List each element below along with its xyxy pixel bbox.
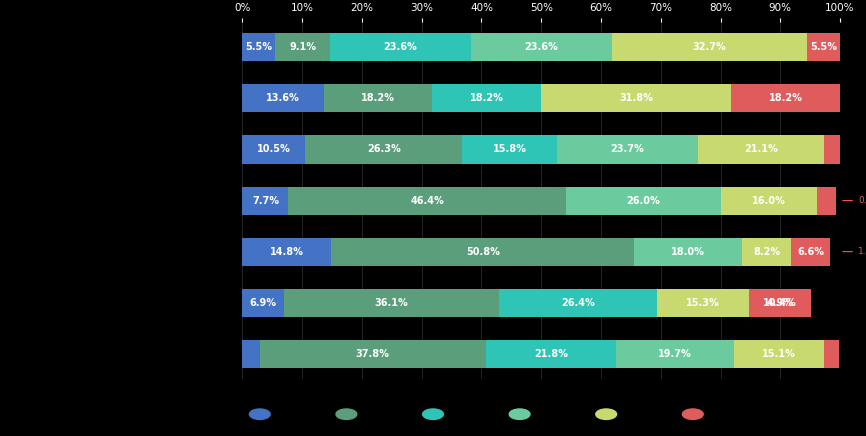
Bar: [305, 136, 462, 164]
Text: 13.6%: 13.6%: [266, 93, 300, 103]
Bar: [541, 85, 731, 112]
Text: 1.6%: 1.6%: [843, 247, 866, 256]
Bar: [500, 289, 657, 317]
Bar: [242, 85, 324, 112]
Text: 18.2%: 18.2%: [769, 93, 803, 103]
Bar: [635, 238, 742, 266]
Text: 36.1%: 36.1%: [375, 298, 409, 308]
Text: 6.9%: 6.9%: [249, 298, 276, 308]
Bar: [807, 33, 840, 61]
Text: 18.0%: 18.0%: [671, 247, 705, 257]
Text: 26.4%: 26.4%: [561, 298, 595, 308]
Bar: [731, 85, 840, 112]
Text: 5.5%: 5.5%: [810, 42, 837, 52]
Bar: [288, 187, 565, 215]
Bar: [817, 187, 837, 215]
Text: 18.2%: 18.2%: [361, 93, 395, 103]
Text: 16.0%: 16.0%: [752, 196, 785, 205]
Text: 31.8%: 31.8%: [619, 93, 653, 103]
Bar: [330, 33, 471, 61]
Bar: [742, 238, 791, 266]
Text: 10.5%: 10.5%: [257, 144, 291, 154]
Bar: [824, 136, 840, 164]
Bar: [284, 289, 500, 317]
Text: 6.6%: 6.6%: [798, 247, 824, 257]
Text: 26.3%: 26.3%: [367, 144, 401, 154]
Text: 14.8%: 14.8%: [270, 247, 304, 257]
Text: 10.4%: 10.4%: [763, 298, 797, 308]
Bar: [748, 289, 811, 317]
Text: 9.1%: 9.1%: [289, 42, 316, 52]
Bar: [616, 340, 734, 368]
Bar: [242, 340, 260, 368]
Bar: [242, 238, 331, 266]
Text: 15.3%: 15.3%: [686, 298, 720, 308]
Text: 21.8%: 21.8%: [533, 349, 568, 359]
Bar: [432, 85, 541, 112]
Bar: [824, 340, 839, 368]
Bar: [260, 340, 486, 368]
Text: 50.8%: 50.8%: [466, 247, 500, 257]
Bar: [565, 187, 721, 215]
Bar: [275, 33, 330, 61]
Text: 32.7%: 32.7%: [693, 42, 727, 52]
Bar: [331, 238, 635, 266]
Text: 7.7%: 7.7%: [252, 196, 279, 205]
Bar: [242, 187, 288, 215]
Text: 0.6%: 0.6%: [843, 196, 866, 205]
Bar: [791, 238, 830, 266]
Bar: [698, 136, 824, 164]
Text: 15.8%: 15.8%: [493, 144, 527, 154]
Text: 37.8%: 37.8%: [356, 349, 390, 359]
Text: 15.1%: 15.1%: [762, 349, 796, 359]
Bar: [471, 33, 611, 61]
Bar: [462, 136, 557, 164]
Bar: [324, 85, 432, 112]
Bar: [557, 136, 698, 164]
Bar: [242, 289, 284, 317]
Bar: [721, 187, 817, 215]
Bar: [734, 340, 824, 368]
Text: 19.7%: 19.7%: [658, 349, 692, 359]
Text: 21.1%: 21.1%: [745, 144, 779, 154]
Text: 23.6%: 23.6%: [525, 42, 558, 52]
Text: 46.4%: 46.4%: [410, 196, 444, 205]
Bar: [611, 33, 807, 61]
Text: 18.2%: 18.2%: [470, 93, 504, 103]
Text: 23.6%: 23.6%: [384, 42, 417, 52]
Bar: [486, 340, 616, 368]
Text: 26.0%: 26.0%: [627, 196, 660, 205]
Bar: [242, 33, 275, 61]
Text: 23.7%: 23.7%: [611, 144, 644, 154]
Text: 4.9%: 4.9%: [766, 298, 793, 308]
Text: 5.5%: 5.5%: [245, 42, 273, 52]
Text: 8.2%: 8.2%: [753, 247, 780, 257]
Bar: [242, 136, 305, 164]
Bar: [657, 289, 748, 317]
